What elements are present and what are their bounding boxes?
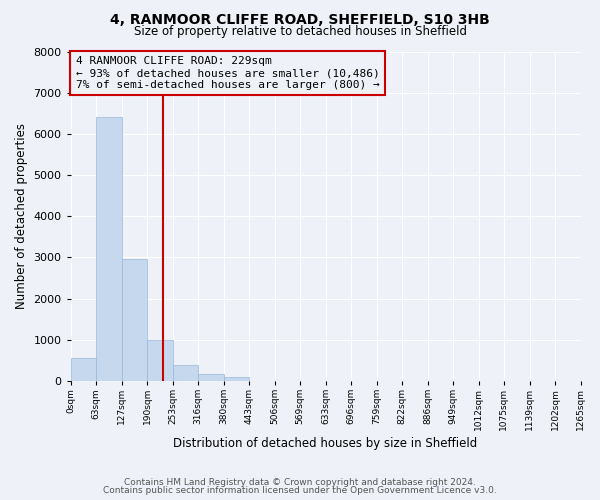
Text: Contains public sector information licensed under the Open Government Licence v3: Contains public sector information licen…: [103, 486, 497, 495]
Bar: [71, 358, 96, 381]
Bar: [96, 118, 122, 381]
Text: Size of property relative to detached houses in Sheffield: Size of property relative to detached ho…: [133, 25, 467, 38]
Bar: [173, 365, 198, 381]
Bar: [122, 260, 147, 381]
Bar: [147, 340, 173, 381]
Bar: [224, 378, 249, 381]
Bar: [198, 374, 224, 381]
X-axis label: Distribution of detached houses by size in Sheffield: Distribution of detached houses by size …: [173, 437, 478, 450]
Y-axis label: Number of detached properties: Number of detached properties: [15, 123, 28, 309]
Text: 4 RANMOOR CLIFFE ROAD: 229sqm
← 93% of detached houses are smaller (10,486)
7% o: 4 RANMOOR CLIFFE ROAD: 229sqm ← 93% of d…: [76, 56, 380, 90]
Text: 4, RANMOOR CLIFFE ROAD, SHEFFIELD, S10 3HB: 4, RANMOOR CLIFFE ROAD, SHEFFIELD, S10 3…: [110, 12, 490, 26]
Text: Contains HM Land Registry data © Crown copyright and database right 2024.: Contains HM Land Registry data © Crown c…: [124, 478, 476, 487]
